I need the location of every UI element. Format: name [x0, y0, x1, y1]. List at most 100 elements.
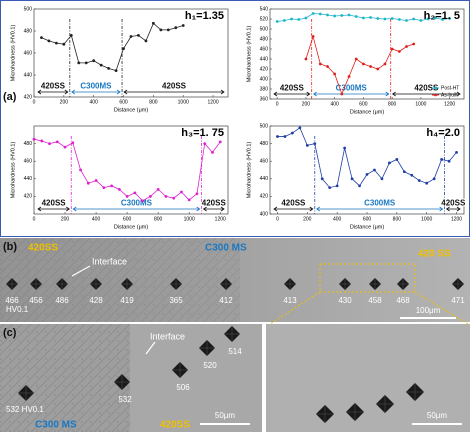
- data-point: [94, 179, 98, 182]
- indent-value: 419: [120, 296, 134, 305]
- data-point: [107, 67, 111, 70]
- data-point: [117, 187, 121, 191]
- indent-value: 506: [176, 383, 190, 392]
- data-point: [47, 39, 51, 43]
- indent: [405, 382, 425, 402]
- data-point: [77, 61, 81, 65]
- indent: [29, 277, 43, 291]
- region-arrow: [273, 206, 314, 212]
- data-point: [426, 17, 430, 21]
- data-point: [311, 12, 315, 15]
- data-point: [425, 181, 429, 185]
- legend-marker: [434, 93, 437, 97]
- data-point: [433, 16, 437, 20]
- y-tick-label: 500: [260, 26, 269, 32]
- x-tick-label: 800: [154, 216, 163, 222]
- data-point: [333, 14, 337, 18]
- data-point: [181, 24, 185, 27]
- plot-frame: [33, 8, 229, 98]
- data-point: [326, 13, 329, 17]
- data-point: [369, 65, 372, 68]
- x-tick-label: 800: [388, 101, 397, 107]
- data-point: [390, 47, 394, 51]
- data-point: [376, 17, 380, 20]
- data-point: [354, 15, 358, 18]
- data-point: [350, 177, 354, 181]
- region-arrow: [37, 89, 69, 95]
- indent: [451, 277, 465, 291]
- annotation: h₂=1. 5: [424, 10, 460, 22]
- y-axis-label: Microhardness (HV0.1): [246, 142, 252, 199]
- region-label: C300MS: [121, 199, 153, 208]
- data-point: [297, 18, 301, 21]
- data-point: [376, 67, 380, 71]
- region-label: 420SS: [28, 243, 58, 254]
- y-tick-label: 400: [260, 76, 269, 82]
- x-tick-label: 800: [149, 99, 158, 105]
- x-tick-label: 800: [393, 216, 402, 222]
- data-point: [340, 14, 344, 17]
- data-point: [447, 159, 451, 163]
- indent: [171, 361, 189, 379]
- data-point: [55, 140, 59, 144]
- data-point: [412, 42, 416, 46]
- data-point: [390, 17, 394, 20]
- data-point: [40, 36, 43, 39]
- data-point: [110, 184, 113, 188]
- scale-label: 50μm: [215, 411, 236, 420]
- data-point: [283, 135, 287, 138]
- data-point: [144, 39, 148, 43]
- data-point: [340, 92, 344, 96]
- data-point: [164, 195, 168, 198]
- data-point: [304, 57, 308, 61]
- data-point: [362, 62, 365, 66]
- data-point: [137, 34, 140, 37]
- data-point: [311, 35, 315, 38]
- data-point: [397, 50, 401, 53]
- data-point: [405, 19, 408, 22]
- indent: [368, 277, 382, 291]
- x-tick-label: 400: [330, 101, 339, 107]
- micrograph-b-texture: [0, 238, 240, 322]
- region-arrow: [445, 206, 461, 212]
- data-point: [195, 192, 199, 196]
- indent: [396, 277, 410, 291]
- x-tick-label: 0: [33, 216, 36, 222]
- indent-value: 428: [89, 296, 103, 305]
- data-point: [211, 151, 214, 154]
- indent: [219, 277, 233, 291]
- y-tick-label: 420: [24, 194, 33, 200]
- series-line: [41, 22, 184, 72]
- y-tick-label: 380: [260, 86, 269, 92]
- data-point: [141, 199, 145, 203]
- x-tick-label: 200: [61, 216, 70, 222]
- y-axis-label: Microhardness (HV0.1): [246, 26, 252, 83]
- y-tick-label: 440: [260, 176, 269, 182]
- zoom-box: [319, 263, 416, 293]
- x-tick-label: 200: [302, 101, 311, 107]
- micrographs: [0, 238, 470, 432]
- plot-frame: [269, 8, 465, 100]
- data-point: [369, 16, 372, 19]
- interface-label: Interface: [150, 331, 185, 341]
- indent-value: 532 HV0.1: [6, 405, 44, 414]
- indent-value: 412: [219, 296, 233, 305]
- data-point: [218, 140, 222, 144]
- indent: [198, 339, 216, 357]
- indent-value: 514: [228, 347, 242, 356]
- data-point: [354, 57, 358, 61]
- region-label: 420 SS: [418, 249, 451, 260]
- data-point: [32, 137, 36, 141]
- indent-value: 365: [169, 296, 183, 305]
- indent-value: 486: [55, 296, 69, 305]
- data-point: [362, 16, 365, 20]
- panel-label: (c): [3, 327, 17, 339]
- x-tick-label: 1200: [451, 216, 462, 222]
- data-point: [455, 151, 458, 154]
- y-tick-label: 420: [24, 94, 33, 100]
- legend-marker: [434, 86, 437, 90]
- y-tick-label: 480: [260, 141, 269, 147]
- data-point: [419, 19, 423, 22]
- data-point: [203, 142, 207, 146]
